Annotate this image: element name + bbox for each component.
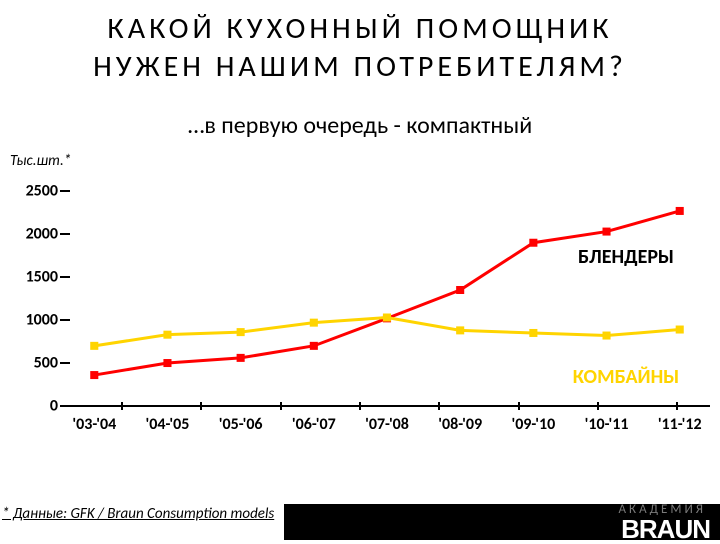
x-tick-label: '10-'11	[585, 415, 629, 434]
series-marker	[383, 313, 391, 321]
series-marker	[90, 342, 98, 350]
series-marker	[237, 328, 245, 336]
y-tick-mark	[60, 362, 70, 364]
series-marker	[676, 326, 684, 334]
series-marker	[456, 286, 464, 294]
x-tick-mark	[676, 402, 678, 410]
x-tick-label: '06-'07	[292, 415, 336, 434]
x-tick-label: '03-'04	[72, 415, 116, 434]
x-tick-mark	[518, 402, 520, 410]
x-tick-label: '09-'10	[511, 415, 555, 434]
title-line-2: НУЖЕН НАШИМ ПОТРЕБИТЕЛЯМ?	[93, 48, 627, 85]
footnote: * Данные: GFK / Braun Consumption models	[0, 501, 276, 527]
series-marker	[529, 329, 537, 337]
series-label: КОМБАЙНЫ	[573, 365, 679, 389]
x-tick-mark	[597, 402, 599, 410]
y-tick-mark	[60, 319, 70, 321]
brand-logo: BRAUN	[621, 516, 710, 542]
x-tick-mark	[359, 402, 361, 410]
y-tick-mark	[60, 190, 70, 192]
x-tick-label: '08-'09	[438, 415, 482, 434]
footer: * Данные: GFK / Braun Consumption models…	[0, 504, 720, 540]
x-tick-label: '11-'12	[658, 415, 702, 434]
x-tick-mark	[280, 402, 282, 410]
series-label: БЛЕНДЕРЫ	[578, 245, 674, 269]
x-tick-label: '05-'06	[219, 415, 263, 434]
y-tick-mark	[60, 233, 70, 235]
footer-row: * Данные: GFK / Braun Consumption models…	[0, 504, 720, 540]
series-marker	[163, 331, 171, 339]
series-marker	[676, 207, 684, 215]
chart: '03-'04 '04-'05 '05-'06 '06-'07 '07-'08 '08-'…	[10, 174, 710, 434]
x-tick-mark	[121, 402, 123, 410]
series-marker	[310, 342, 318, 350]
y-tick-label: 0	[10, 397, 58, 416]
x-tick-row: '03-'04 '04-'05 '05-'06 '06-'07 '07-'08 '08-'…	[64, 410, 710, 434]
title-line-1: КАКОЙ КУХОННЫЙ ПОМОЩНИК	[107, 10, 612, 47]
series-marker	[237, 354, 245, 362]
series-marker	[603, 332, 611, 340]
series-marker	[456, 326, 464, 334]
y-tick-mark	[60, 405, 70, 407]
x-tick-label: '07-'08	[365, 415, 409, 434]
footnote-holder: * Данные: GFK / Braun Consumption models	[0, 504, 284, 540]
y-tick-label: 2000	[10, 225, 58, 244]
slide-title: КАКОЙ КУХОННЫЙ ПОМОЩНИК НУЖЕН НАШИМ ПОТР…	[0, 0, 720, 85]
x-tick-mark	[200, 402, 202, 410]
y-tick-label: 1500	[10, 268, 58, 287]
series-marker	[529, 239, 537, 247]
y-tick-label: 500	[10, 354, 58, 373]
y-tick-label: 1000	[10, 311, 58, 330]
series-marker	[603, 228, 611, 236]
series-line	[94, 211, 679, 375]
slide: КАКОЙ КУХОННЫЙ ПОМОЩНИК НУЖЕН НАШИМ ПОТР…	[0, 0, 720, 540]
series-marker	[163, 359, 171, 367]
y-tick-label: 2500	[10, 182, 58, 201]
x-tick-label: '04-'05	[146, 415, 190, 434]
x-tick-mark	[438, 402, 440, 410]
series-marker	[310, 319, 318, 327]
slide-subtitle: …в первую очередь - компактный	[0, 111, 720, 140]
brand-bar: АКАДЕМИЯ BRAUN	[284, 504, 720, 540]
y-axis-title: Тыс.шт.*	[10, 152, 720, 170]
series-marker	[90, 371, 98, 379]
y-tick-mark	[60, 276, 70, 278]
